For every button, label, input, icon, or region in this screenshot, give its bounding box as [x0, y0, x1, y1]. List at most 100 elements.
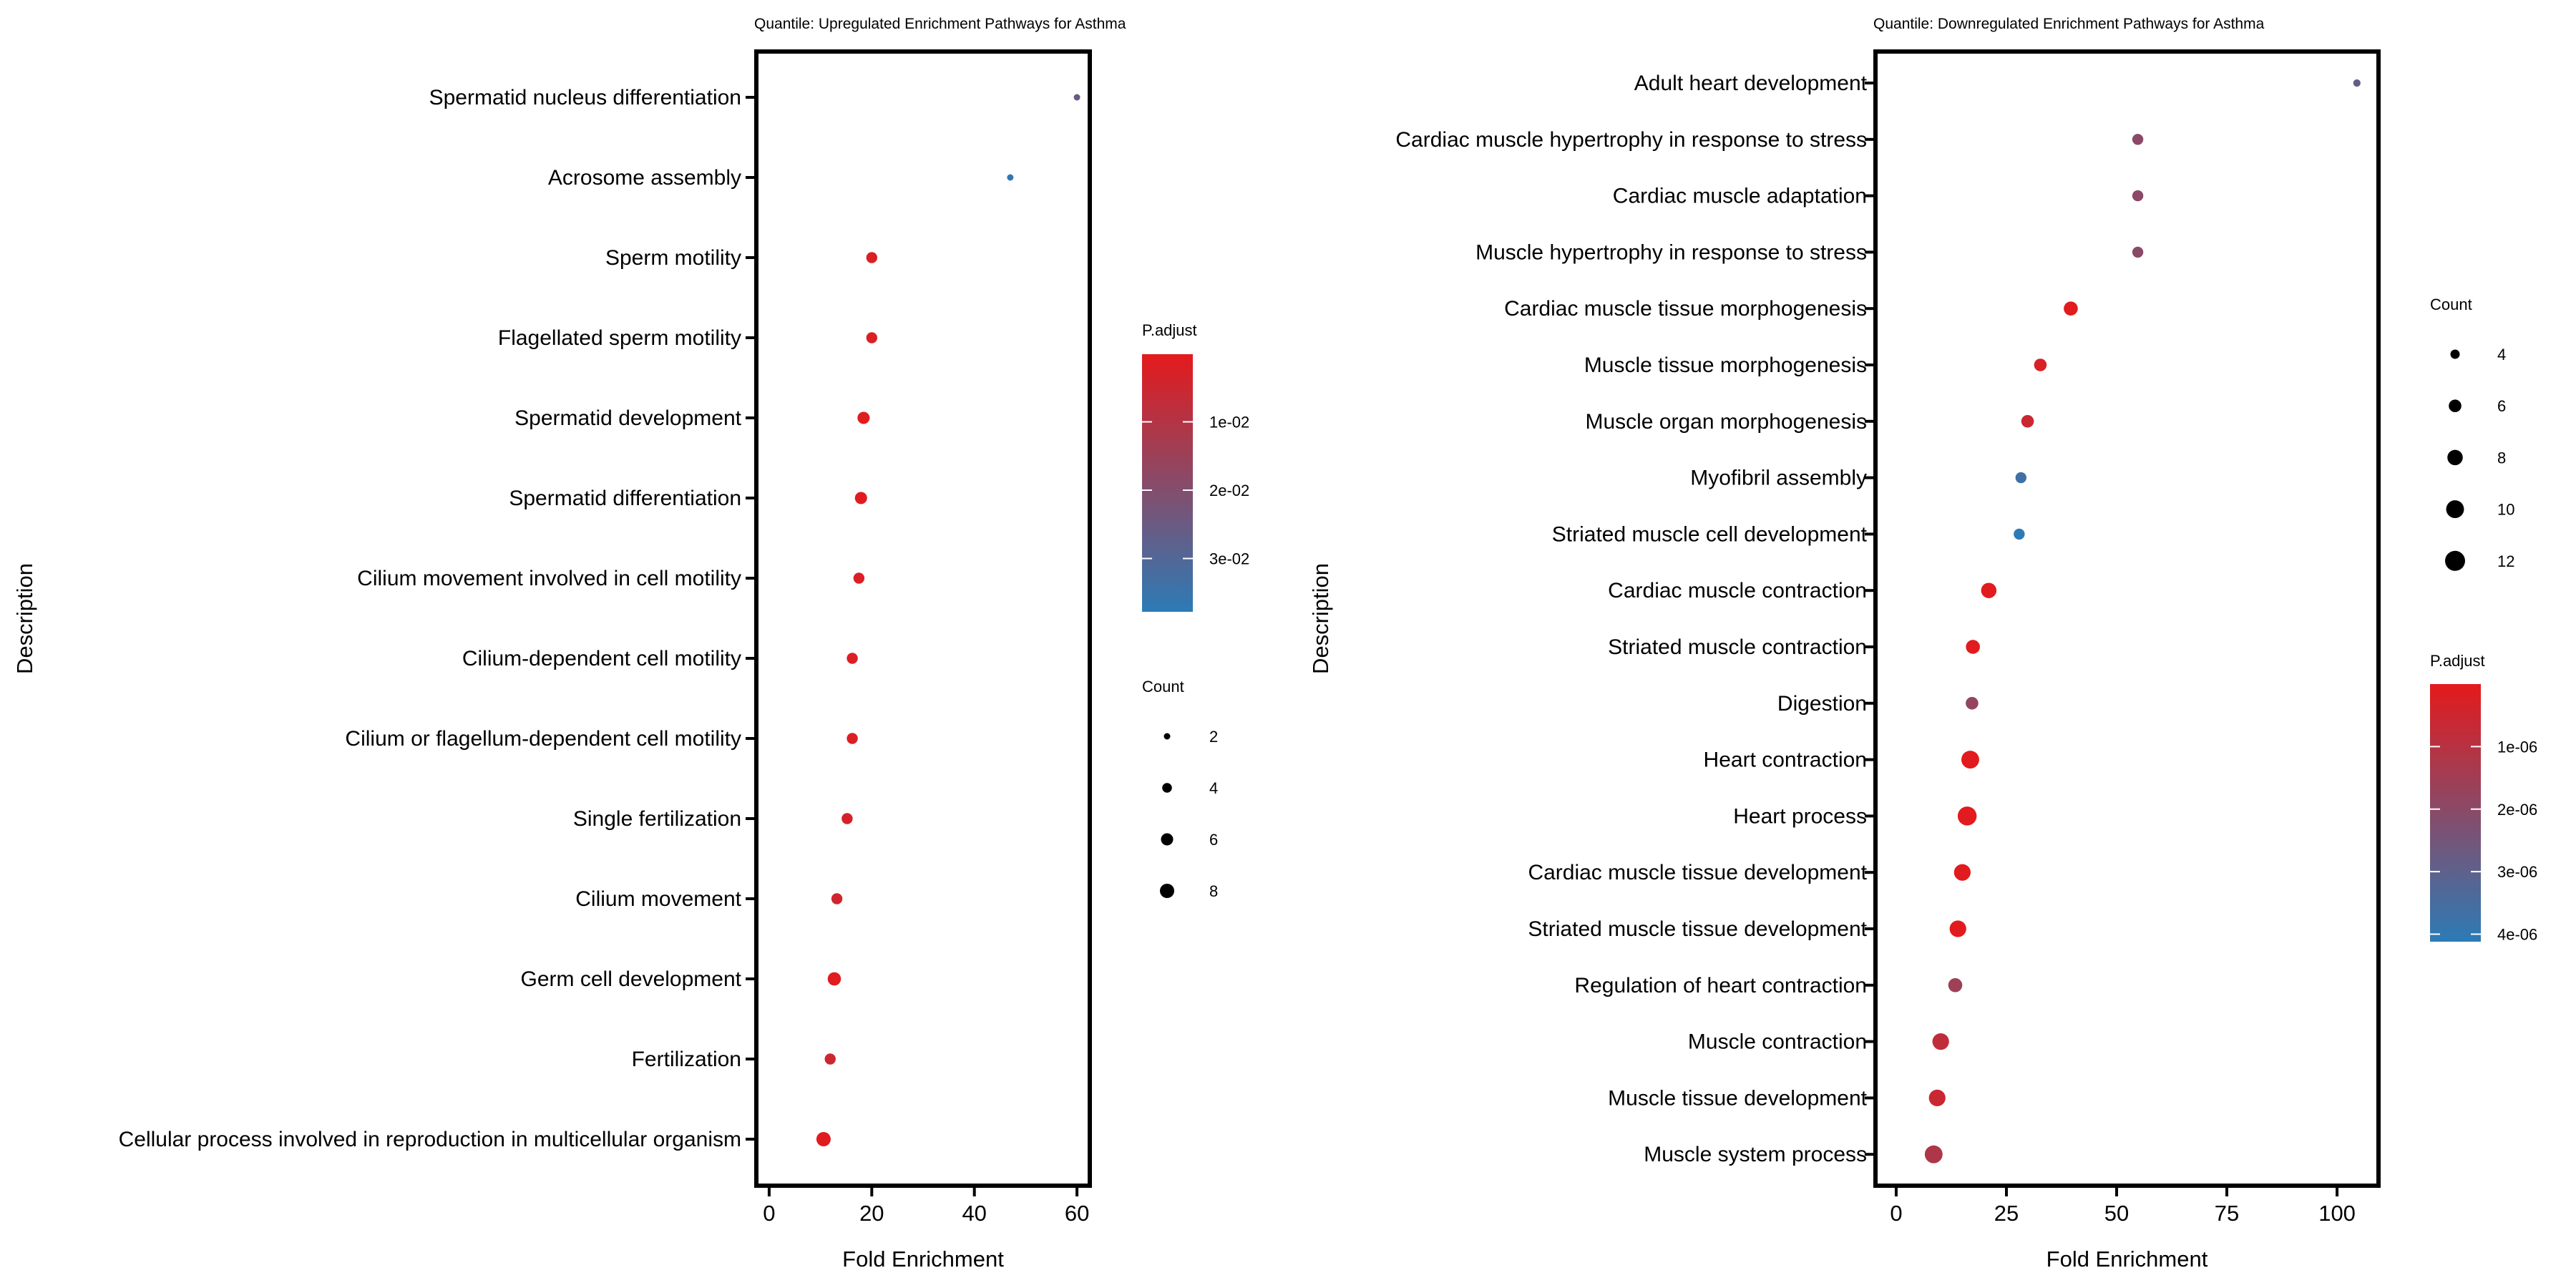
legend-title: Count — [1142, 678, 1184, 696]
data-point — [1007, 174, 1014, 181]
data-point — [816, 1132, 831, 1146]
y-tick-label: Heart contraction — [1704, 748, 1867, 772]
data-point — [2132, 190, 2144, 202]
x-tick-label: 20 — [859, 1201, 884, 1226]
data-point — [1981, 582, 1997, 598]
colorbar — [2430, 684, 2481, 942]
legend-size-dot — [2450, 349, 2460, 359]
y-tick-label: Sperm motility — [605, 246, 741, 270]
data-point — [2353, 79, 2361, 87]
data-point — [1948, 977, 1963, 992]
y-tick-label: Cilium movement involved in cell motilit… — [357, 567, 741, 590]
y-tick-label: Cardiac muscle hypertrophy in response t… — [1395, 128, 1867, 152]
y-tick-label: Digestion — [1777, 692, 1867, 716]
y-tick-label: Acrosome assembly — [548, 166, 741, 190]
x-axis-title: Fold Enrichment — [2046, 1246, 2208, 1272]
data-point — [831, 893, 843, 904]
y-tick-label: Cardiac muscle tissue development — [1528, 861, 1867, 884]
colorbar-tick-label: 1e-02 — [1209, 414, 1249, 431]
y-tick-label: Muscle tissue morphogenesis — [1584, 353, 1867, 377]
y-tick-label: Fertilization — [632, 1048, 741, 1071]
y-tick-label: Germ cell development — [521, 967, 742, 991]
y-tick-label: Cellular process involved in reproductio… — [119, 1128, 741, 1151]
data-point — [854, 492, 867, 504]
chart-title: Quantile: Upregulated Enrichment Pathway… — [754, 16, 1126, 32]
y-tick-label: Cilium movement — [575, 887, 741, 911]
data-point — [1949, 920, 1966, 937]
chart-panel-upregulated: Quantile: Upregulated Enrichment Pathway… — [12, 16, 1249, 1272]
legend-size-dot — [2447, 449, 2463, 466]
data-point — [1924, 1145, 1943, 1163]
legend-size-label: 2 — [1209, 728, 1218, 746]
chart-panel-downregulated: Quantile: Downregulated Enrichment Pathw… — [1308, 16, 2537, 1272]
x-tick-label: 60 — [1065, 1201, 1089, 1226]
colorbar-tick-label: 3e-06 — [2497, 863, 2537, 881]
y-tick-label: Muscle hypertrophy in response to stress — [1475, 240, 1867, 264]
data-point — [1073, 94, 1080, 101]
data-point — [1928, 1089, 1946, 1107]
x-tick-label: 0 — [1890, 1201, 1902, 1226]
y-tick-label: Cilium-dependent cell motility — [462, 647, 741, 670]
panel-border — [1873, 49, 2381, 1188]
y-tick-label: Single fertilization — [573, 807, 741, 831]
legend-size-dot — [1161, 833, 1174, 846]
legend-size-label: 4 — [1209, 779, 1218, 797]
legend-title: Count — [2430, 296, 2472, 313]
legend-size-dot — [1163, 733, 1171, 740]
y-tick-label: Striated muscle contraction — [1608, 635, 1867, 659]
x-tick-label: 100 — [2318, 1201, 2356, 1226]
y-tick-label: Spermatid nucleus differentiation — [429, 86, 741, 109]
legend-size-label: 6 — [2497, 397, 2506, 415]
data-point — [824, 1053, 836, 1065]
data-point — [853, 572, 865, 584]
data-point — [1966, 640, 1980, 654]
y-tick-label: Muscle organ morphogenesis — [1585, 410, 1867, 434]
y-tick-label: Regulation of heart contraction — [1574, 974, 1867, 997]
y-tick-label: Adult heart development — [1634, 72, 1868, 95]
p-adjust-legend: P.adjust 1e-02 2e-02 3e-02 — [1142, 321, 1249, 612]
colorbar-tick-label: 2e-02 — [1209, 482, 1249, 499]
count-legend: Count 2 4 6 8 — [1142, 678, 1218, 900]
data-point — [1957, 806, 1977, 826]
x-tick-label: 40 — [962, 1201, 986, 1226]
count-legend: Count 4 6 8 10 12 — [2430, 296, 2514, 571]
y-tick-label: Muscle contraction — [1688, 1030, 1867, 1054]
y-tick-label: Cardiac muscle tissue morphogenesis — [1504, 297, 1867, 321]
data-point — [1961, 751, 1979, 769]
legend-size-dot — [2449, 399, 2462, 413]
x-tick-label: 75 — [2215, 1201, 2239, 1226]
data-point — [1953, 864, 1971, 881]
x-axis-title: Fold Enrichment — [842, 1246, 1004, 1272]
y-tick-label: Muscle system process — [1644, 1143, 1867, 1166]
data-point — [2064, 301, 2078, 316]
y-axis-title: Description — [1308, 563, 1333, 674]
x-tick-label: 25 — [1994, 1201, 2019, 1226]
data-point — [1932, 1033, 1949, 1050]
colorbar — [1142, 354, 1193, 612]
legend-size-dot — [2446, 500, 2464, 519]
colorbar-tick-label: 3e-02 — [1209, 550, 1249, 568]
y-tick-label: Cardiac muscle adaptation — [1613, 185, 1867, 208]
panel-border — [754, 49, 1092, 1188]
legend-size-label: 4 — [2497, 346, 2506, 364]
data-point — [2021, 414, 2034, 428]
chart-title: Quantile: Downregulated Enrichment Pathw… — [1873, 16, 2265, 32]
y-tick-label: Striated muscle tissue development — [1528, 917, 1867, 941]
data-point — [866, 252, 878, 263]
legend-title: P.adjust — [2430, 652, 2485, 670]
legend-size-dot — [1162, 783, 1172, 793]
x-tick-label: 50 — [2104, 1201, 2129, 1226]
y-tick-label: Striated muscle cell development — [1552, 522, 1868, 546]
data-point — [847, 653, 858, 664]
data-point — [2014, 528, 2025, 540]
legend-size-dot — [1160, 884, 1174, 898]
legend-size-label: 8 — [1209, 882, 1218, 900]
data-point — [827, 972, 841, 986]
legend-size-dot — [2445, 550, 2465, 571]
data-point — [841, 813, 853, 824]
data-point — [2034, 358, 2047, 371]
y-tick-label: Spermatid differentiation — [509, 487, 741, 510]
data-point — [1966, 696, 1979, 710]
legend-size-label: 8 — [2497, 449, 2506, 467]
